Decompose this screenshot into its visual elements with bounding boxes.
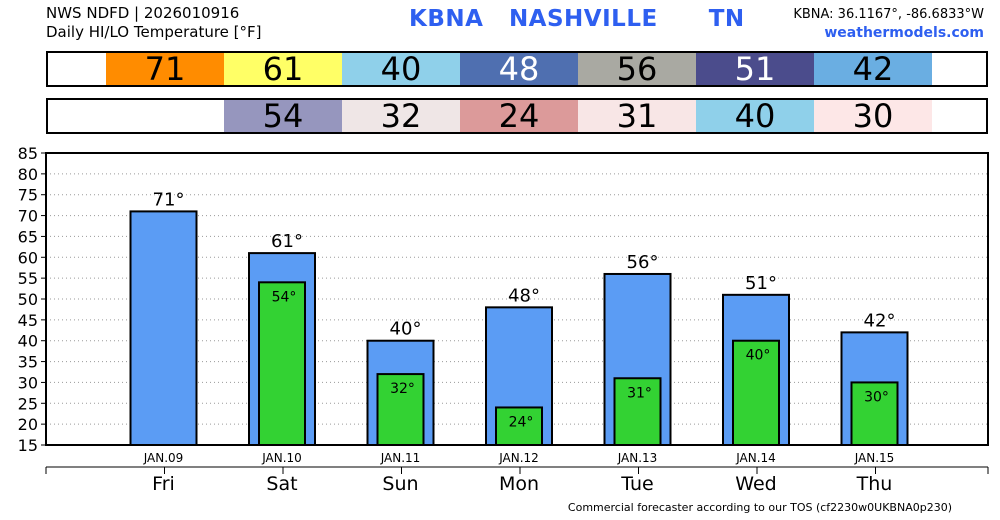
day-label: Mon	[499, 473, 539, 495]
station-id: KBNA	[409, 6, 484, 32]
hi-bar-label: 61°	[271, 231, 303, 252]
y-tick-label: 55	[18, 269, 38, 288]
hi-temperature-strip: 71 61 40 48 56 51 42	[46, 50, 988, 88]
lo-cell-3: 24	[460, 97, 578, 135]
y-tick-label: 85	[18, 144, 38, 163]
lo-bar-label: 54°	[272, 289, 297, 305]
plot-frame	[45, 152, 989, 446]
hi-cell-4: 56	[578, 50, 696, 88]
hi-bar-label: 48°	[508, 285, 540, 306]
hi-cell-0: 71	[106, 50, 224, 88]
hi-cell-5: 51	[696, 50, 814, 88]
y-tick-label: 50	[18, 290, 38, 309]
day-label: Wed	[735, 473, 776, 495]
date-label: JAN.12	[498, 451, 539, 465]
day-label: Sat	[266, 473, 297, 495]
lo-bar-label: 31°	[627, 385, 652, 401]
hi-cell-2: 40	[342, 50, 460, 88]
footer-note: Commercial forecaster according to our T…	[567, 501, 952, 514]
hi-bar	[129, 210, 198, 446]
lo-bar-label: 40°	[746, 348, 771, 364]
date-label: JAN.15	[854, 451, 895, 465]
y-tick-label: 60	[18, 248, 38, 267]
date-label: JAN.13	[617, 451, 658, 465]
hi-cell-3: 48	[460, 50, 578, 88]
lo-cell-5: 40	[696, 97, 814, 135]
lo-bar	[732, 339, 780, 447]
lo-temperature-strip: 54 32 24 31 40 30	[46, 97, 988, 135]
hi-bar-label: 56°	[627, 252, 659, 273]
lo-bar	[613, 377, 662, 446]
lo-cell-0	[106, 100, 224, 132]
date-label: JAN.14	[735, 451, 776, 465]
lo-bar-label: 32°	[390, 381, 415, 397]
y-tick-label: 15	[18, 436, 38, 455]
header-right: KBNA: 36.1167°, -86.6833°W weathermodels…	[793, 5, 984, 43]
hi-cell-1: 61	[224, 50, 342, 88]
coordinates: KBNA: 36.1167°, -86.6833°W	[793, 7, 984, 22]
lo-bar	[495, 406, 543, 447]
lo-bar	[258, 281, 306, 447]
y-tick-label: 75	[18, 186, 38, 205]
y-tick-label: 45	[18, 311, 38, 330]
hi-bar-label: 40°	[390, 319, 422, 340]
lo-cell-1: 54	[224, 97, 342, 135]
date-label: JAN.09	[143, 451, 184, 465]
station-title: KBNA NASHVILLE TN	[409, 6, 745, 32]
temperature-chart: 71°61°54°40°32°48°24°56°31°51°40°42°30° …	[18, 144, 989, 495]
y-tick-label: 30	[18, 373, 38, 392]
hi-bar-label: 71°	[153, 189, 185, 210]
y-tick-label: 25	[18, 394, 38, 413]
city-name: NASHVILLE	[508, 6, 658, 32]
site-link[interactable]: weathermodels.com	[824, 25, 984, 41]
day-label: Fri	[152, 473, 175, 495]
hi-cell-6: 42	[814, 50, 932, 88]
lo-cell-6: 30	[814, 97, 932, 135]
hi-bar-label: 42°	[864, 310, 896, 331]
date-label: JAN.11	[380, 451, 421, 465]
state-code: TN	[708, 6, 745, 32]
y-tick-label: 40	[18, 332, 38, 351]
y-tick-label: 65	[18, 227, 38, 246]
day-label: Tue	[620, 473, 653, 495]
product-line: NWS NDFD | 2026010916	[46, 4, 240, 22]
y-tick-label: 35	[18, 353, 38, 372]
hi-bar-label: 51°	[745, 273, 777, 294]
variable-line: Daily HI/LO Temperature [°F]	[46, 23, 262, 41]
y-tick-label: 70	[18, 207, 38, 226]
y-tick-label: 20	[18, 415, 38, 434]
day-label: Sun	[382, 473, 418, 495]
date-label: JAN.10	[261, 451, 302, 465]
lo-cell-2: 32	[342, 97, 460, 135]
lo-cell-4: 31	[578, 97, 696, 135]
day-label: Thu	[856, 473, 893, 495]
lo-bar-label: 24°	[509, 414, 534, 430]
lo-bar-label: 30°	[864, 389, 889, 405]
y-tick-label: 80	[18, 165, 38, 184]
header-info: NWS NDFD | 2026010916 Daily HI/LO Temper…	[46, 4, 262, 42]
